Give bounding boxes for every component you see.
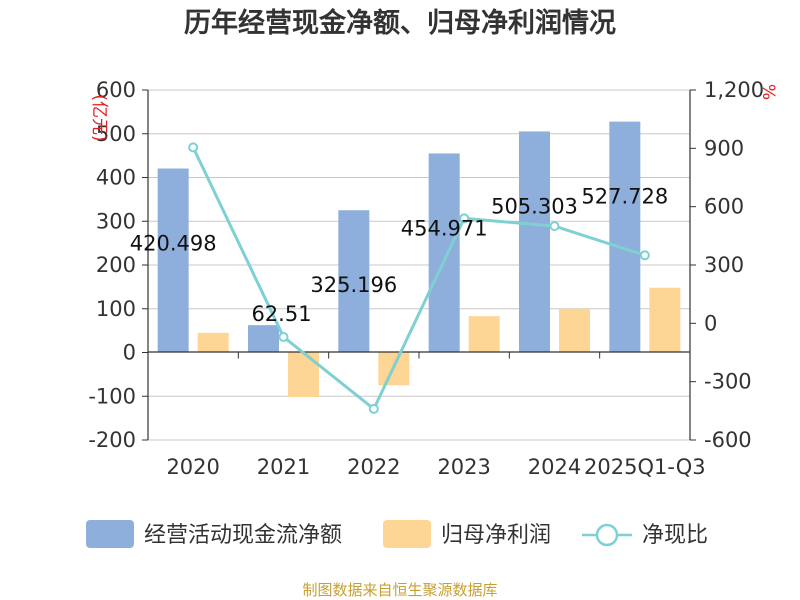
ratio-point xyxy=(278,331,289,342)
cashflow-bar xyxy=(248,325,279,353)
ratio-line xyxy=(188,142,650,414)
x-axis-labels: 2020 2021 2022 2023 2024 2025Q1-Q3 xyxy=(166,455,705,479)
net-profit-bar xyxy=(559,308,590,353)
right-tick-label: -600 xyxy=(704,428,752,452)
ratio-point xyxy=(188,142,199,153)
legend-label-net-profit: 归母净利润 xyxy=(441,523,551,548)
legend: 经营活动现金流净额 归母净利润 净现比 xyxy=(86,520,708,548)
cashflow-data-label: 454.971 xyxy=(401,216,488,240)
net-profit-bar xyxy=(649,287,681,353)
net-profit-bar xyxy=(288,352,319,398)
cashflow-bar xyxy=(609,121,641,353)
right-axis-ticks: 1,200 900 600 300 0 -300 -600 xyxy=(690,78,764,452)
left-tick-label: 400 xyxy=(96,166,136,190)
x-tick-label: 2024 xyxy=(528,455,581,479)
ratio-point xyxy=(368,403,379,414)
legend-swatch-ratio-marker xyxy=(595,523,619,547)
right-tick-label: -300 xyxy=(704,370,752,394)
gridlines xyxy=(148,89,690,441)
legend-swatch-net-profit xyxy=(383,520,431,548)
right-tick-label: 0 xyxy=(704,311,717,335)
right-tick-label: 1,200 xyxy=(704,78,764,102)
ratio-point xyxy=(639,250,650,261)
legend-label-ratio: 净现比 xyxy=(642,523,708,548)
cashflow-bar xyxy=(157,168,189,353)
ratio-point xyxy=(549,221,560,232)
x-tick-label: 2025Q1-Q3 xyxy=(584,455,706,479)
ratio-line-path xyxy=(191,146,646,412)
right-tick-label: 600 xyxy=(704,195,744,219)
left-tick-label: 0 xyxy=(123,341,136,365)
x-tick-label: 2021 xyxy=(257,455,310,479)
cashflow-data-label: 420.498 xyxy=(130,232,217,256)
cashflow-data-label: 325.196 xyxy=(310,273,397,297)
cashflow-bar xyxy=(338,210,370,353)
x-tick-label: 2023 xyxy=(437,455,490,479)
left-tick-label: 600 xyxy=(96,78,136,102)
left-tick-label: 500 xyxy=(96,122,136,146)
net-profit-bar xyxy=(468,316,500,353)
bars xyxy=(157,121,681,398)
right-tick-label: 900 xyxy=(704,136,744,160)
source-note: 制图数据来自恒生聚源数据库 xyxy=(302,581,497,599)
left-tick-label: 300 xyxy=(96,209,136,233)
cashflow-data-label: 505.303 xyxy=(491,194,578,218)
cashflow-bar xyxy=(519,131,550,353)
left-tick-label: -100 xyxy=(88,384,136,408)
net-profit-bar xyxy=(197,332,229,353)
x-tick-label: 2022 xyxy=(347,455,400,479)
left-axis-ticks: 600 500 400 300 200 100 0 -100 -200 xyxy=(88,78,148,452)
legend-swatch-cashflow xyxy=(86,520,134,548)
x-axis-ticks xyxy=(147,352,691,359)
cashflow-data-label: 527.728 xyxy=(581,185,668,209)
legend-label-cashflow: 经营活动现金流净额 xyxy=(144,523,342,548)
cashflow-bar xyxy=(428,153,460,353)
chart-title: 历年经营现金净额、归母净利润情况 xyxy=(184,7,616,39)
left-tick-label: 100 xyxy=(96,297,136,321)
left-axis-unit: (亿元) xyxy=(89,94,109,141)
x-tick-label: 2020 xyxy=(166,455,219,479)
cashflow-data-label: 62.51 xyxy=(251,302,311,326)
left-tick-label: 200 xyxy=(96,253,136,277)
right-axis-unit: % xyxy=(758,84,778,100)
left-tick-label: -200 xyxy=(88,428,136,452)
ratio-point xyxy=(459,213,470,224)
right-tick-label: 300 xyxy=(704,253,744,277)
